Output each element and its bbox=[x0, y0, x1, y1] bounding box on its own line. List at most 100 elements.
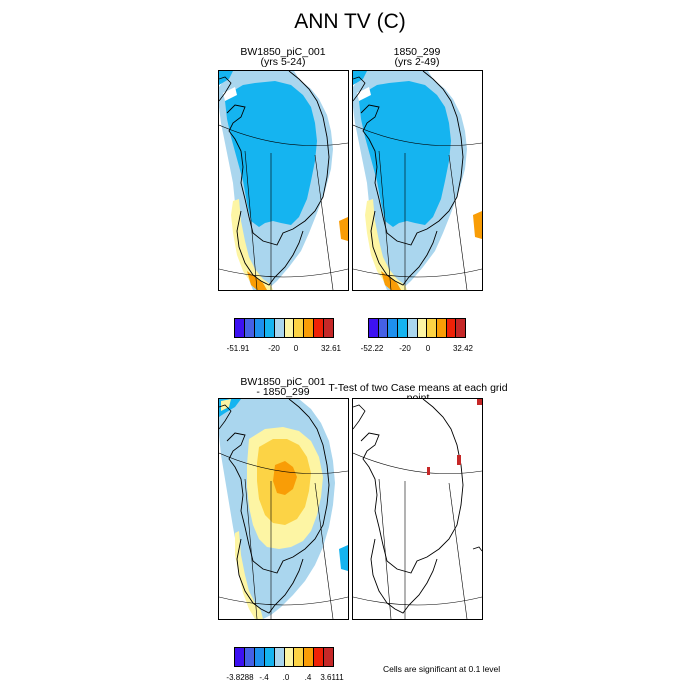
case1-colorbar-swatch-9 bbox=[324, 319, 334, 337]
case2-field-orange bbox=[381, 271, 401, 290]
diff-title-line2: - 1850_299 bbox=[256, 386, 310, 398]
diff-colorbar bbox=[234, 647, 334, 667]
case1-title-line1: BW1850_piC_001 bbox=[240, 46, 326, 58]
case2-field-yellow bbox=[365, 199, 407, 290]
ttest-map-panel bbox=[352, 398, 483, 620]
case2-colorbar-swatch-5 bbox=[417, 319, 428, 337]
diff-field-coast-yellow bbox=[235, 531, 263, 619]
case1-colorbar-swatch-1 bbox=[244, 319, 255, 337]
ttest-graticule-lon3 bbox=[448, 482, 468, 619]
diff-colorbar-swatch-0 bbox=[235, 648, 245, 666]
diff-colorbar-label: .4 bbox=[304, 673, 312, 682]
ttest-coastline bbox=[360, 399, 464, 574]
diff-colorbar-label: -.4 bbox=[259, 673, 269, 682]
ttest-coastline-south bbox=[370, 538, 438, 614]
case1-coastline bbox=[226, 71, 330, 246]
case2-colorbar-swatch-7 bbox=[436, 319, 447, 337]
case1-colorbar-label: 0 bbox=[293, 344, 299, 353]
diff-coastline bbox=[226, 399, 330, 574]
case2-coastline-south bbox=[370, 210, 438, 286]
case1-graticule-lat1 bbox=[219, 124, 348, 146]
ttest-significant-cell bbox=[457, 455, 461, 465]
ttest-graticule-lon1 bbox=[378, 478, 392, 619]
case2-coastline-ellesmere bbox=[353, 76, 366, 102]
case1-colorbar-swatch-7 bbox=[304, 319, 315, 337]
case2-colorbar bbox=[368, 318, 466, 338]
case2-colorbar-swatch-8 bbox=[446, 319, 457, 337]
case1-colorbar-swatch-3 bbox=[264, 319, 275, 337]
case2-colorbar-label: -20 bbox=[399, 344, 411, 353]
case2-map-panel bbox=[352, 70, 483, 291]
diff-colorbar-labels: -3.8288 -.4 .0 .4 3.6111 bbox=[226, 673, 343, 685]
diff-colorbar-swatch-5 bbox=[284, 648, 295, 666]
case2-colorbar-label: 32.42 bbox=[452, 344, 474, 353]
diff-colorbar-swatch-4 bbox=[274, 648, 285, 666]
case1-graticule-lat2 bbox=[219, 268, 348, 278]
case2-colorbar-labels: -52.22 -20 0 32.42 bbox=[361, 344, 473, 356]
case1-field-orange bbox=[247, 271, 267, 290]
case2-colorbar-label: 0 bbox=[425, 344, 431, 353]
diff-title-line1: BW1850_piC_001 bbox=[240, 376, 326, 388]
case1-graticule-lon1 bbox=[244, 150, 258, 290]
ttest-significant-cell bbox=[477, 399, 482, 405]
case1-colorbar-label: -51.91 bbox=[226, 344, 250, 353]
diff-colorbar-label: 3.6111 bbox=[320, 673, 344, 682]
significance-note: Cells are significant at 0.1 level bbox=[383, 664, 501, 674]
case1-coastline-ellesmere bbox=[219, 76, 232, 102]
ttest-coastline-ellesmere bbox=[353, 404, 366, 430]
diff-colorbar-swatch-3 bbox=[264, 648, 275, 666]
case1-colorbar-swatch-2 bbox=[254, 319, 265, 337]
diff-coastline-ellesmere bbox=[219, 404, 232, 430]
diff-field-east bbox=[339, 545, 348, 571]
case1-field-white-nw bbox=[223, 87, 237, 101]
ttest-map bbox=[353, 399, 482, 619]
diff-colorbar-label: .0 bbox=[282, 673, 290, 682]
case2-panel-title: 1850_299 (yrs 2-49) bbox=[352, 46, 482, 68]
diff-graticule-lat1 bbox=[219, 452, 348, 474]
diff-graticule-lat2 bbox=[219, 596, 348, 606]
case2-title-line2: (yrs 2-49) bbox=[394, 56, 440, 68]
ttest-graticule-lat1 bbox=[353, 452, 482, 474]
case1-colorbar-swatch-4 bbox=[274, 319, 285, 337]
case1-title-line2: (yrs 5-24) bbox=[260, 56, 306, 68]
case1-colorbar-labels: -51.91 -20 0 32.61 bbox=[227, 344, 341, 356]
case1-graticule-lon3 bbox=[314, 154, 334, 290]
diff-map-panel bbox=[218, 398, 349, 620]
case2-graticule-lon1 bbox=[378, 150, 392, 290]
case2-map bbox=[353, 71, 482, 290]
case2-graticule-lat2 bbox=[353, 268, 482, 278]
case1-colorbar-swatch-8 bbox=[314, 319, 325, 337]
diff-graticule-lon3 bbox=[314, 482, 334, 619]
case2-coastline bbox=[360, 71, 464, 246]
case2-colorbar-swatch-4 bbox=[407, 319, 418, 337]
diff-colorbar-swatch-6 bbox=[294, 648, 305, 666]
diff-colorbar-swatch-9 bbox=[324, 648, 334, 666]
case1-colorbar-swatch-5 bbox=[284, 319, 295, 337]
case2-field-white-nw bbox=[357, 87, 371, 101]
case1-map-panel bbox=[218, 70, 349, 291]
diff-colorbar-swatch-7 bbox=[304, 648, 315, 666]
case2-colorbar-label: -52.22 bbox=[360, 344, 384, 353]
case2-title-line1: 1850_299 bbox=[393, 46, 441, 58]
case1-coastline-south bbox=[236, 210, 304, 286]
case1-colorbar-label: 32.61 bbox=[320, 344, 342, 353]
diff-colorbar-swatch-2 bbox=[254, 648, 265, 666]
diff-colorbar-label: -3.8288 bbox=[226, 673, 254, 682]
diff-map bbox=[219, 399, 348, 619]
case2-graticule-lat1 bbox=[353, 124, 482, 146]
case1-colorbar bbox=[234, 318, 334, 338]
ttest-coastline-east bbox=[472, 546, 482, 552]
case1-field-yellow bbox=[231, 199, 273, 290]
case1-colorbar-label: -20 bbox=[268, 344, 280, 353]
diff-graticule-lon1 bbox=[244, 478, 258, 619]
case1-map bbox=[219, 71, 348, 290]
case2-colorbar-swatch-9 bbox=[456, 319, 466, 337]
case2-field-east bbox=[473, 211, 482, 239]
case2-graticule-lon3 bbox=[448, 154, 468, 290]
diff-field-yellow-nw bbox=[221, 399, 231, 411]
diff-coastline-south bbox=[236, 538, 304, 614]
case1-field-east bbox=[339, 217, 348, 241]
diff-field-orange bbox=[273, 461, 297, 495]
case1-colorbar-swatch-6 bbox=[294, 319, 305, 337]
case2-colorbar-swatch-3 bbox=[398, 319, 408, 337]
